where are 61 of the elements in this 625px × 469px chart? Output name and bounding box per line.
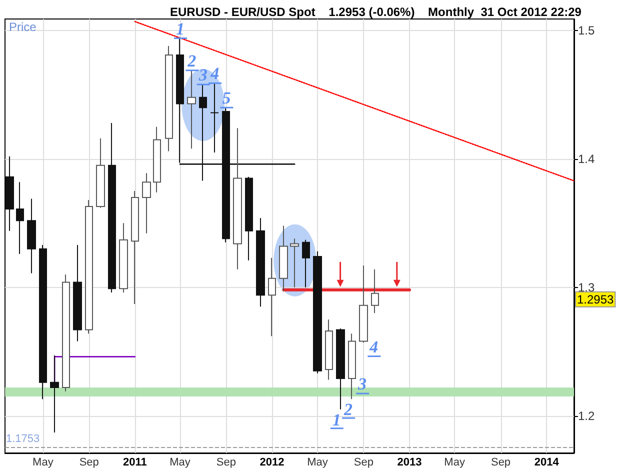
y-tick-label: 1.3 [578,280,596,294]
candlestick [279,225,288,292]
annotation: 2 [343,400,354,420]
candlestick [142,172,151,234]
candlestick [290,238,299,288]
y-tick-label: 1.2 [578,408,596,423]
candlestick [16,182,24,254]
candlestick [96,138,105,208]
candlestick [325,318,333,380]
x-tick-label: 2014 [534,456,560,468]
x-tick-label: Sep [79,456,99,468]
x-tick-label: May [170,456,191,468]
annotation: 5 [222,88,232,108]
candlestick [256,218,265,308]
x-tick-label: 2013 [397,456,422,468]
y-tick-label: 1.5 [578,24,596,38]
candlestick [348,333,356,400]
candlestick [5,156,14,232]
text: 1.2953 [577,292,614,306]
x-tick-label: 2012 [260,456,284,468]
candlestick [359,265,368,344]
candlestick [210,82,219,154]
annotation: 1 [332,410,341,430]
candlestick [73,244,82,342]
x-tick-label: May [444,456,466,468]
candlestick [27,198,36,274]
candlestick [131,190,139,305]
annotation: 2 [186,51,197,70]
ref-line-label: 1.1753 [6,432,40,445]
x-tick-label: 2011 [123,456,147,468]
candlestick [62,274,70,392]
annotation: 3 [357,374,368,394]
candlestick [233,128,242,270]
annotation: 4 [368,337,378,356]
annotation: 4 [210,64,220,84]
candlestick [371,268,379,314]
chart-title: EURUSD - EUR/USD Spot 1.2953 (-0.06%) Monthly 31 Oct 2012 22:29 [170,5,582,19]
candlestick [313,250,322,374]
candlestick [119,222,128,293]
candlestick [199,84,207,182]
candlestick [108,122,116,293]
candlestick [165,45,173,152]
candlestick [302,239,310,288]
annotation: 1 [176,19,185,38]
x-tick-label: Sep [490,456,511,468]
candlestick [245,176,253,261]
candlestick [187,70,196,150]
candlestick [222,107,230,243]
x-tick-label: May [307,456,328,468]
candlestick [50,354,59,433]
candlestick [85,200,93,334]
y-tick-label: 1.4 [578,152,596,166]
candlestick [336,328,345,410]
candlestick [176,38,184,164]
x-tick-label: Sep [354,456,374,468]
x-tick-label: Sep [216,456,236,468]
candlestick [153,126,161,193]
candlestick [268,257,276,337]
annotation: 3 [198,65,208,84]
x-tick-label: May [32,456,54,468]
annotation: Price [9,20,37,34]
